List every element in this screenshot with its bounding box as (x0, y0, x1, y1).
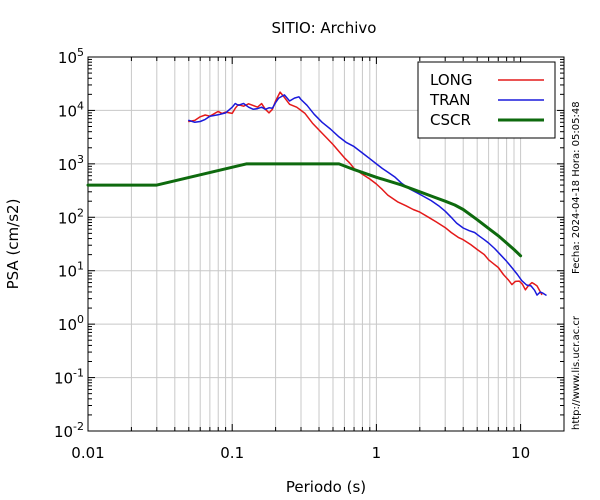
y-tick-base: 10 (58, 209, 77, 227)
y-tick-exponent: 2 (77, 206, 84, 219)
plot-frame (87, 56, 565, 432)
y-tick-label: 105 (58, 46, 84, 67)
x-tick-label: 0.1 (220, 444, 244, 462)
y-tick-base: 10 (58, 49, 77, 67)
timestamp-text: Fecha: 2024-04-18 Hora: 05:05:48 (571, 101, 582, 274)
series-line-tran (188, 94, 547, 296)
y-tick-label: 10-2 (54, 420, 84, 441)
legend-label: TRAN (429, 91, 470, 109)
y-tick-base: 10 (58, 316, 77, 334)
y-tick-base: 10 (54, 423, 73, 441)
y-tick-base: 10 (58, 156, 77, 174)
y-tick-exponent: 3 (77, 153, 84, 166)
y-axis-label: PSA (cm/s2) (4, 199, 22, 290)
y-tick-base: 10 (58, 263, 77, 281)
hora-label: Hora: (571, 149, 582, 177)
source-url-text: http://www.lis.ucr.ac.cr (571, 316, 582, 430)
y-tick-label: 100 (58, 313, 84, 334)
y-tick-exponent: -1 (73, 367, 84, 380)
y-tick-label: 103 (58, 153, 84, 174)
y-tick-exponent: 4 (77, 99, 84, 112)
y-tick-base: 10 (58, 102, 77, 120)
x-tick-labels: 0.01 0.1 1 10 (71, 444, 530, 462)
x-tick-label: 10 (511, 444, 530, 462)
fecha-value: 2024-04-18 (571, 179, 582, 239)
y-tick-label: 104 (58, 99, 84, 120)
y-tick-label: 102 (58, 206, 84, 227)
series-line-cscr (86, 162, 523, 258)
series-line-long (188, 91, 543, 296)
y-tick-exponent: 0 (77, 313, 84, 326)
x-tick-label: 0.01 (71, 444, 104, 462)
y-tick-exponent: -2 (73, 420, 84, 433)
axis-ticks (87, 57, 565, 432)
chart-title: SITIO: Archivo (272, 19, 377, 37)
x-axis-label: Periodo (s) (286, 478, 366, 496)
y-tick-label: 101 (58, 260, 84, 281)
y-tick-exponent: 1 (77, 260, 84, 273)
fecha-label: Fecha: (571, 241, 582, 274)
y-tick-exponent: 5 (77, 46, 84, 59)
y-tick-base: 10 (54, 370, 73, 388)
legend-label: CSCR (430, 111, 471, 129)
x-tick-label: 1 (372, 444, 382, 462)
hora-value: 05:05:48 (571, 101, 582, 147)
legend: LONG TRAN CSCR (417, 61, 556, 139)
series-layer (86, 91, 547, 296)
legend-label: LONG (430, 71, 472, 89)
y-tick-label: 10-1 (54, 367, 84, 388)
